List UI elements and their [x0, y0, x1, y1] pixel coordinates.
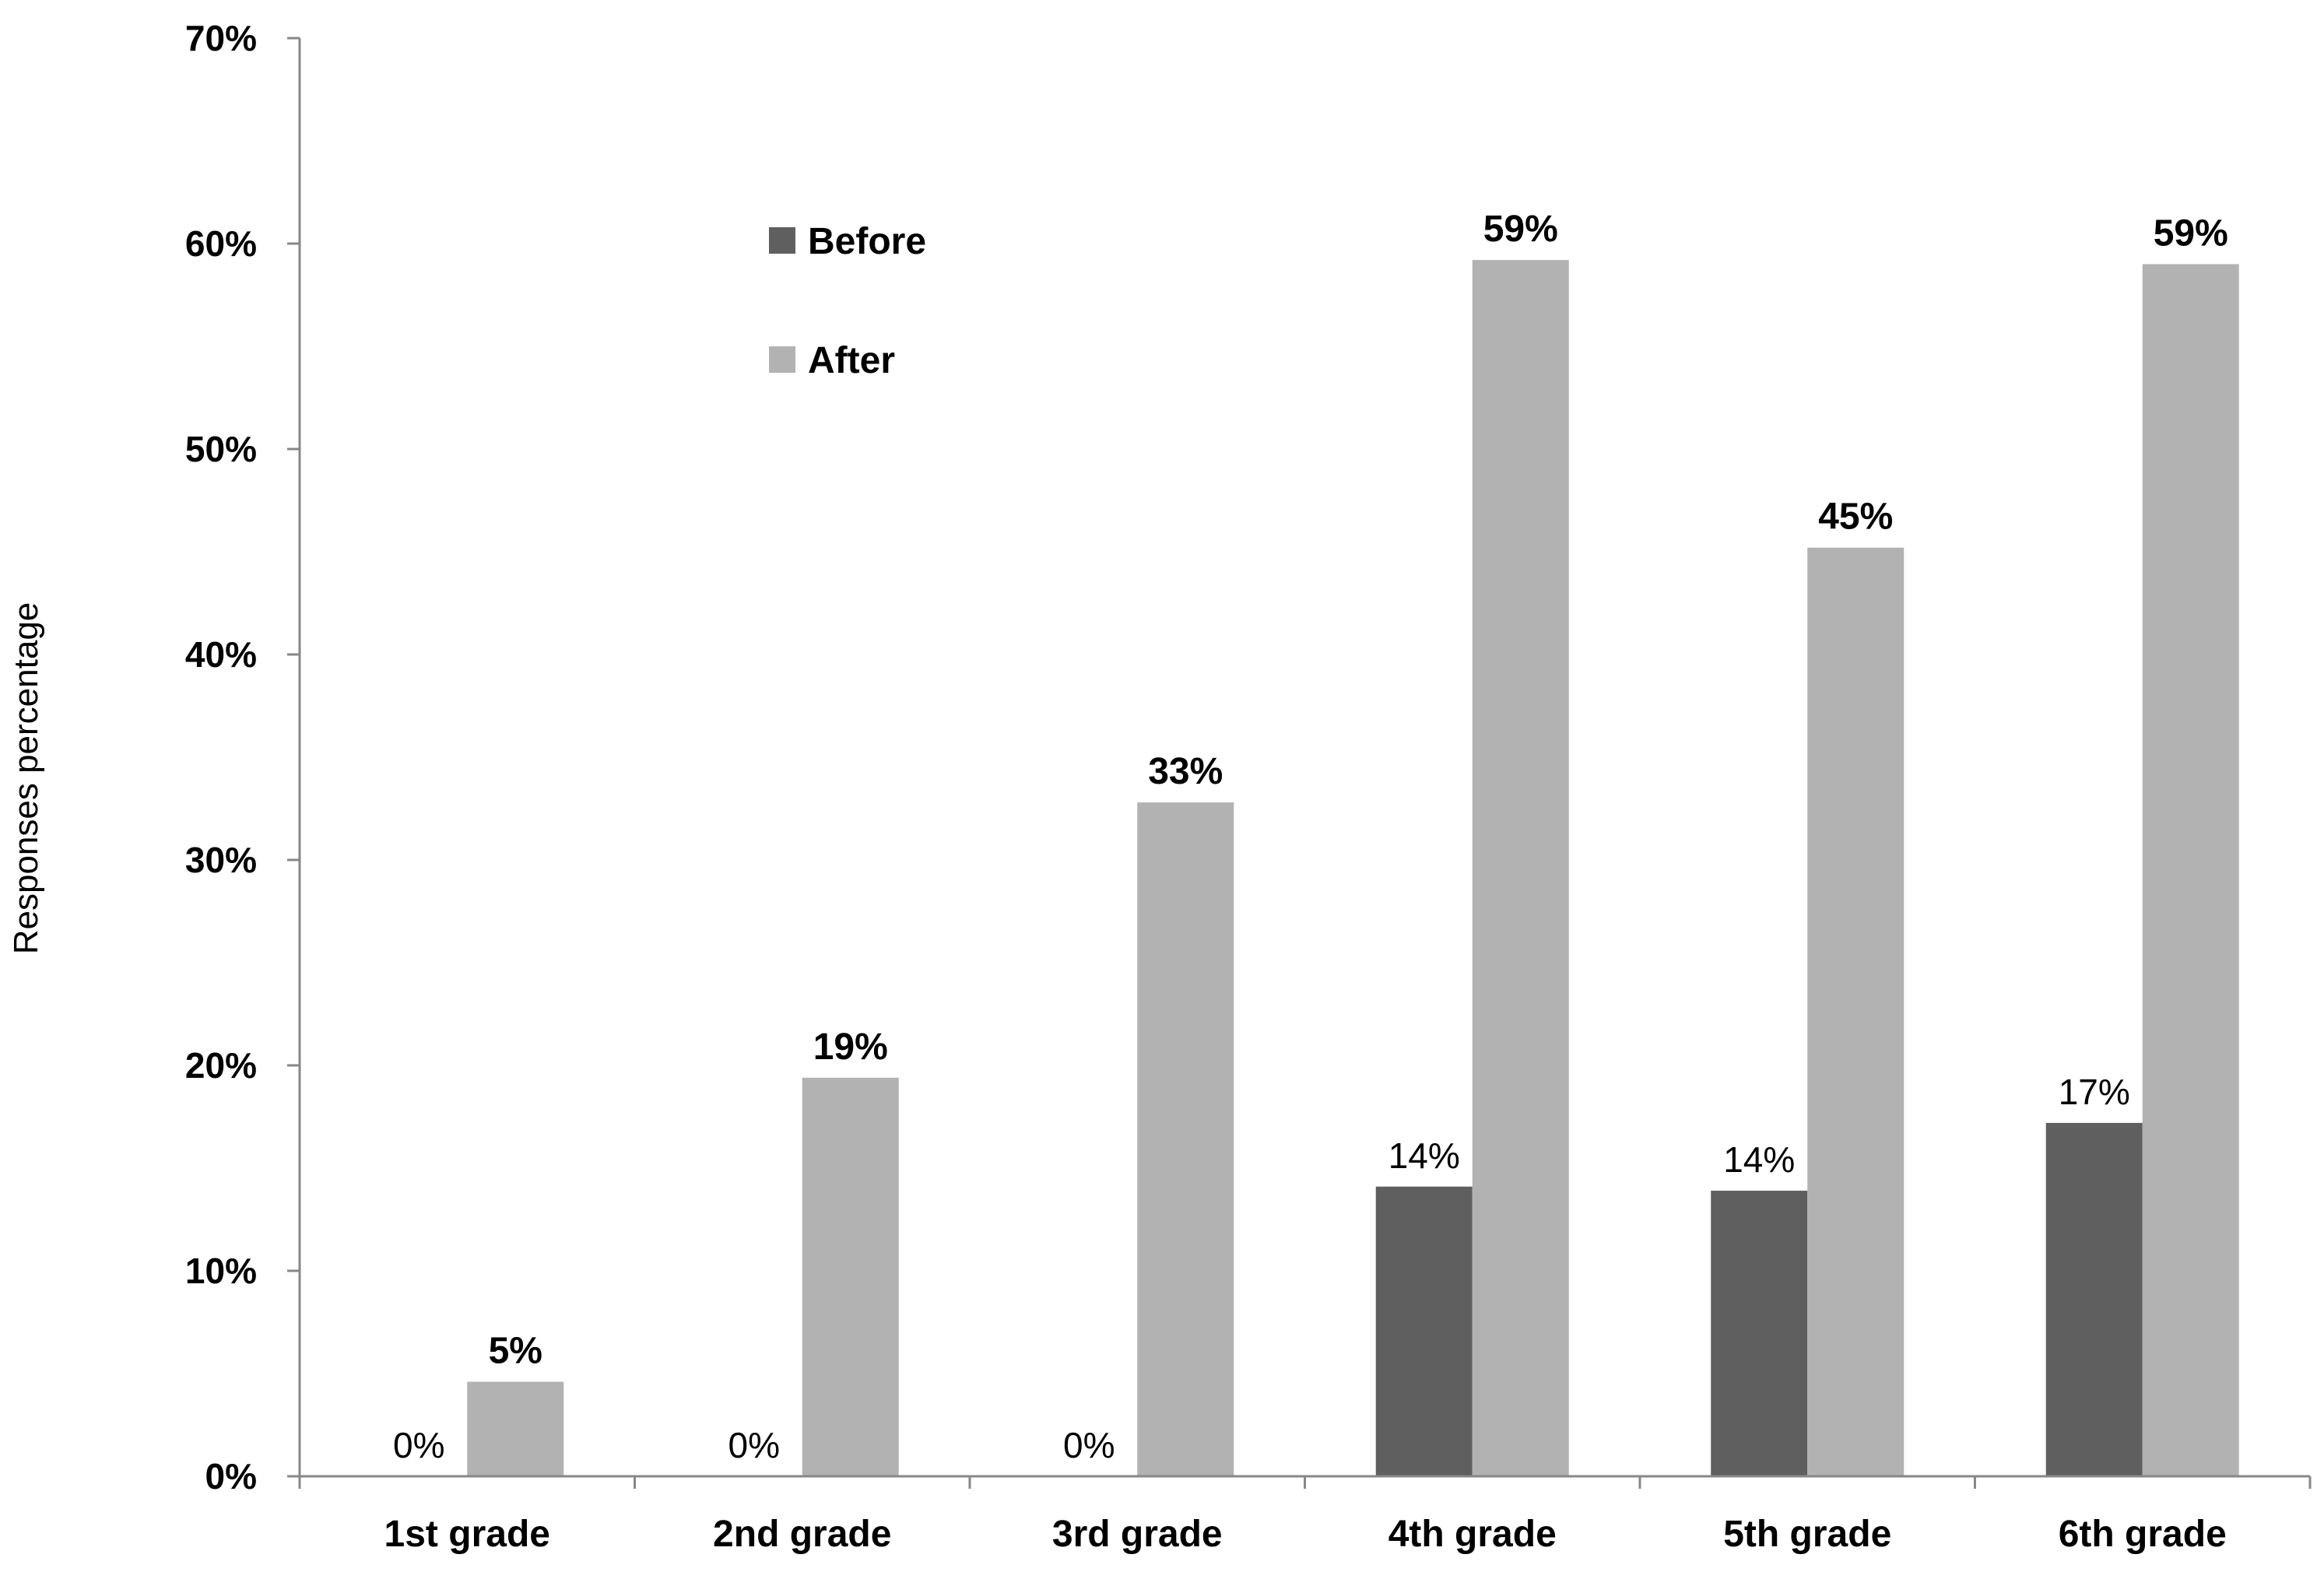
y-tick-label: 60%: [185, 223, 257, 264]
x-axis-labels: 1st grade 2nd grade 3rd grade 4th grade 5th …: [384, 1514, 2227, 1555]
y-tick-label: 50%: [185, 429, 257, 469]
data-label-after: 33%: [1148, 751, 1223, 792]
data-label-before: 0%: [1063, 1425, 1115, 1465]
legend-label-before: Before: [808, 221, 926, 262]
bars-group: [467, 260, 2239, 1476]
y-tick-label: 30%: [185, 840, 257, 880]
x-category-label: 5th grade: [1723, 1514, 1891, 1555]
bar-after-2: [802, 1077, 899, 1476]
bar-after-6: [2142, 264, 2239, 1476]
data-label-before: 14%: [1723, 1139, 1795, 1180]
x-category-label: 1st grade: [384, 1514, 550, 1555]
y-axis-title: Responses percentage: [7, 602, 45, 955]
y-tick-label: 20%: [185, 1045, 257, 1086]
x-category-label: 4th grade: [1388, 1514, 1557, 1555]
y-tick-label: 0%: [205, 1456, 257, 1497]
x-category-label: 2nd grade: [713, 1514, 891, 1555]
bar-before-6: [2045, 1122, 2143, 1476]
axes-group: [298, 38, 2312, 1489]
data-label-before: 0%: [393, 1425, 444, 1465]
bar-after-3: [1137, 802, 1234, 1476]
data-label-before: 0%: [728, 1425, 780, 1465]
data-labels-group: 0% 5% 0% 19% 0% 33% 14% 59% 14% 45% 17% 59%: [393, 209, 2228, 1465]
data-label-after: 45%: [1818, 497, 1893, 538]
legend-swatch-before: [769, 227, 795, 254]
legend: Before After: [769, 221, 926, 381]
bar-after-1: [467, 1381, 564, 1476]
y-tick-label: 10%: [185, 1251, 257, 1291]
data-label-after: 59%: [2154, 212, 2228, 254]
y-tick-label: 70%: [185, 18, 257, 58]
bar-after-5: [1807, 547, 1904, 1476]
data-label-after: 59%: [1483, 209, 1558, 250]
y-axis-ticks: 0% 10% 20% 30% 40% 50% 60% 70%: [185, 18, 300, 1497]
x-category-label: 3rd grade: [1052, 1514, 1223, 1555]
bar-before-5: [1711, 1191, 1808, 1476]
bar-before-4: [1375, 1186, 1473, 1476]
data-label-before: 17%: [2059, 1072, 2130, 1112]
x-category-label: 6th grade: [2059, 1514, 2227, 1555]
y-tick-label: 40%: [185, 634, 257, 675]
data-label-after: 19%: [813, 1026, 888, 1068]
legend-label-after: After: [808, 340, 895, 381]
data-label-after: 5%: [489, 1331, 542, 1372]
legend-swatch-after: [769, 346, 795, 373]
bar-after-4: [1472, 260, 1569, 1476]
data-label-before: 14%: [1388, 1135, 1460, 1176]
